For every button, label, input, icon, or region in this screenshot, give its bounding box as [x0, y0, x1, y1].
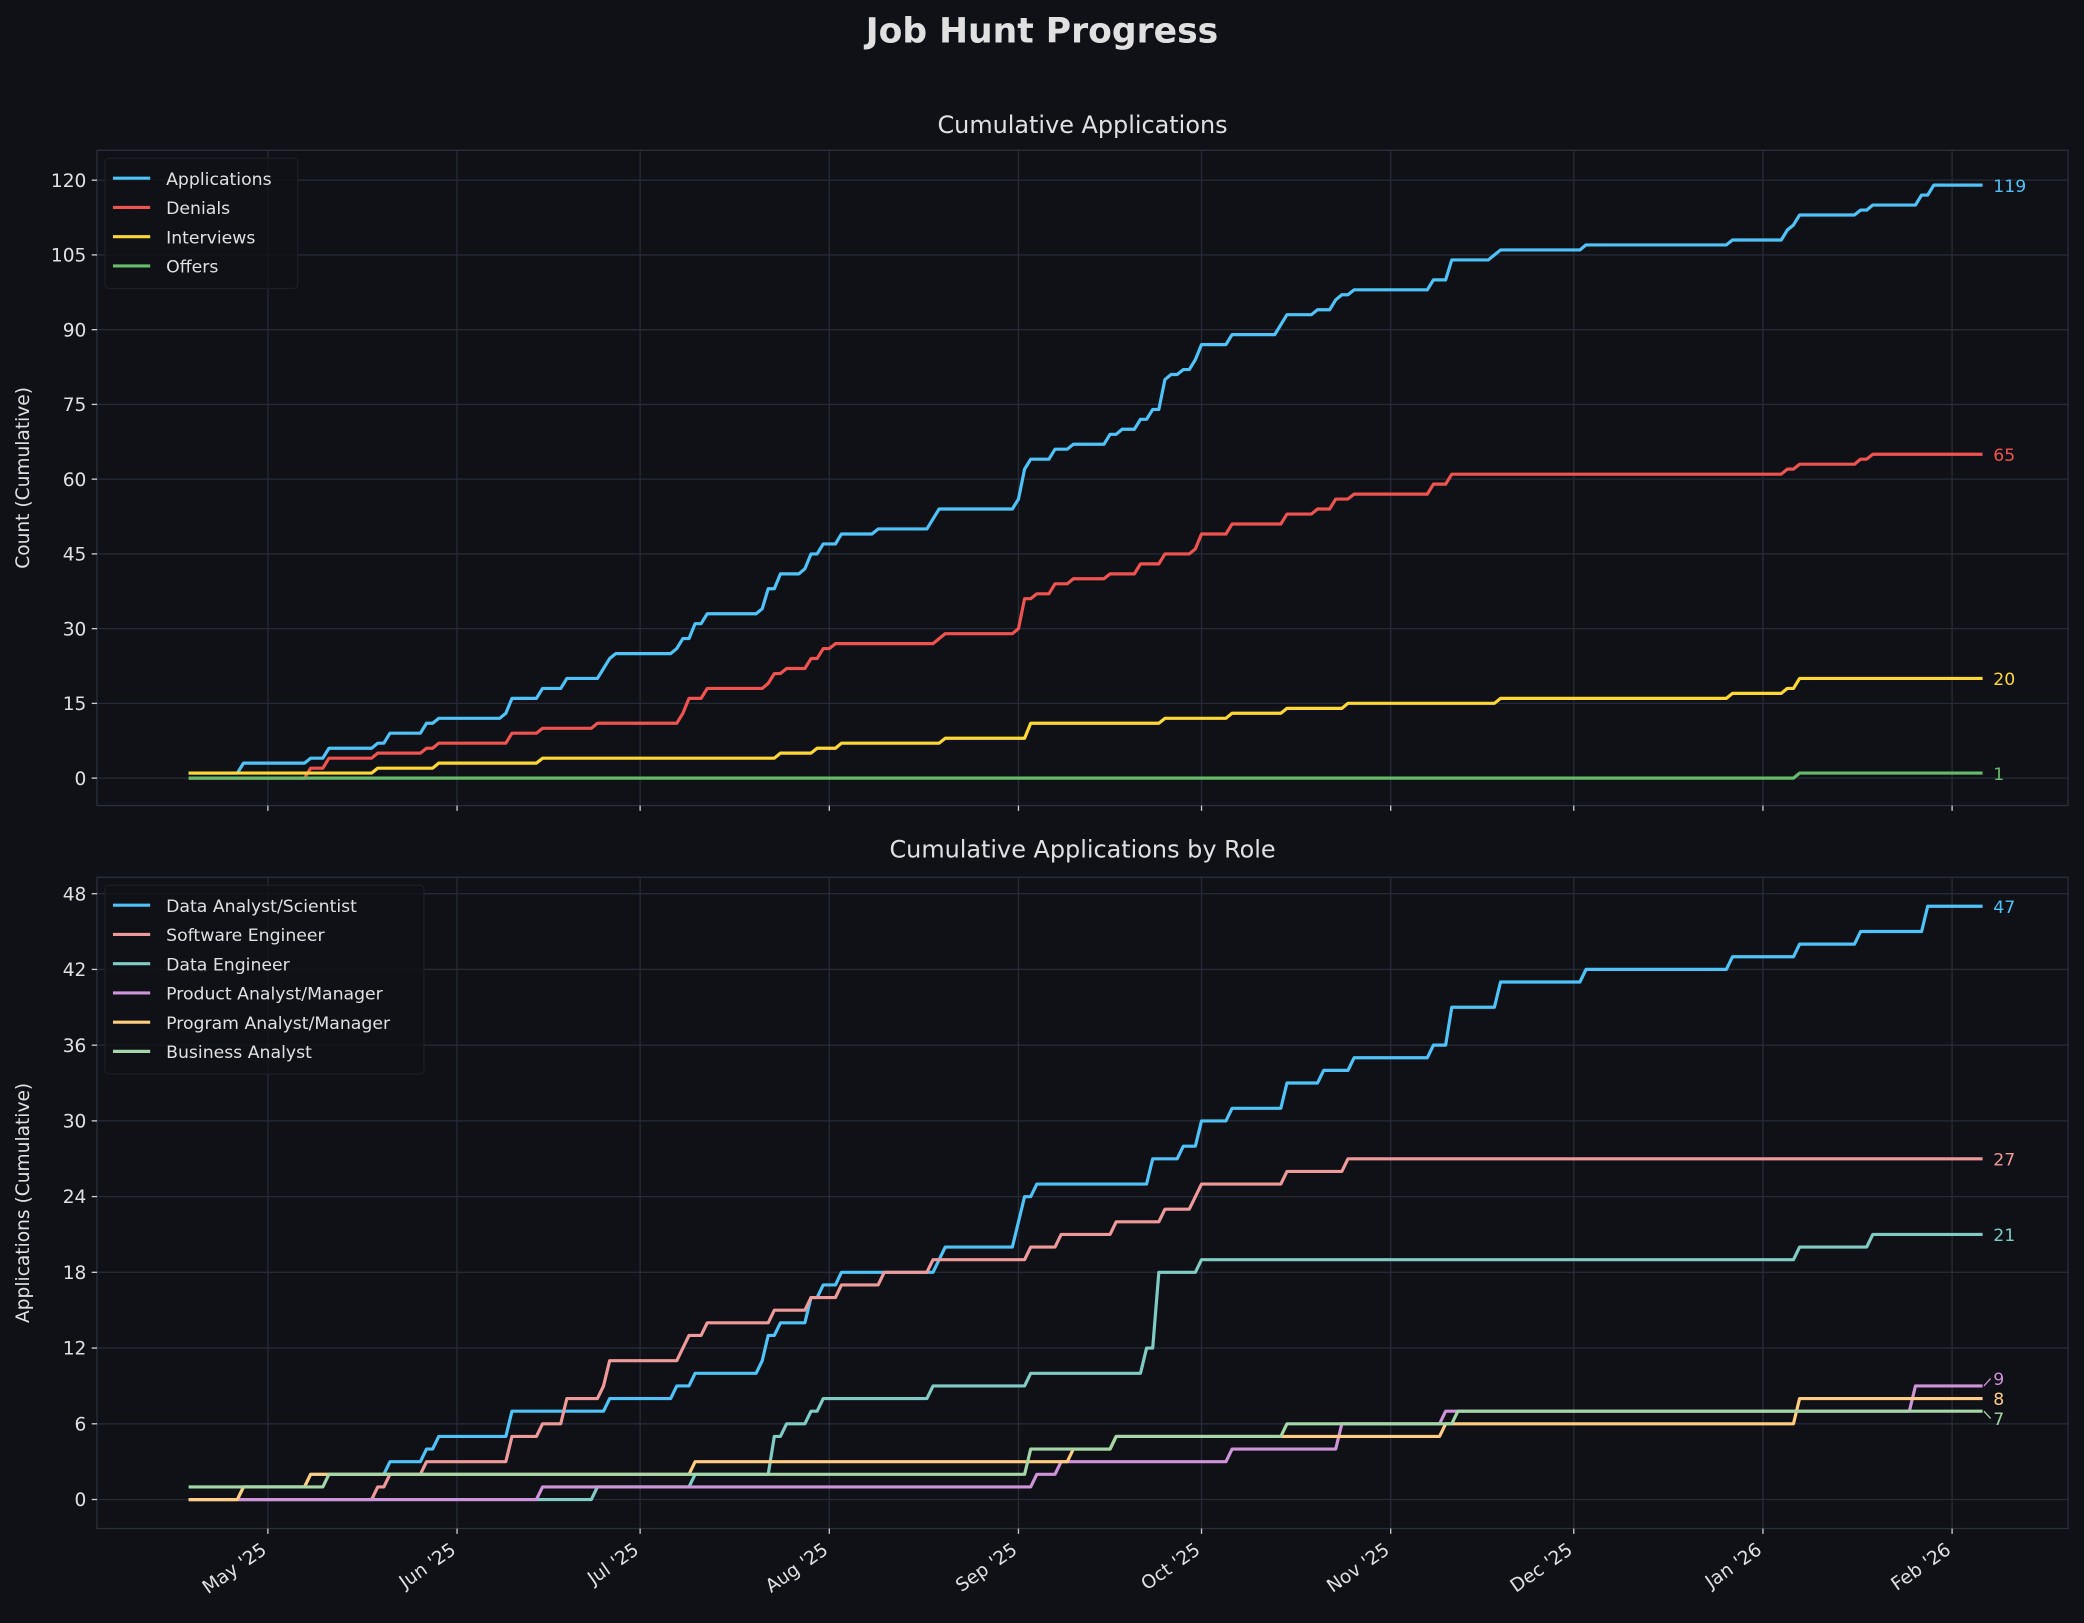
- series-line-business-analyst: [188, 1409, 1983, 1489]
- legend-label: Offers: [166, 258, 218, 278]
- y-tick-label: 18: [63, 1263, 87, 1284]
- y-tick-label: 30: [63, 619, 87, 640]
- y-tick-label: 42: [63, 960, 87, 981]
- y-tick-label: 0: [75, 769, 87, 790]
- end-value-label: 27: [1993, 1150, 2015, 1170]
- y-tick-label: 0: [75, 1490, 87, 1511]
- y-tick-label: 30: [63, 1112, 87, 1133]
- y-tick-label: 36: [63, 1036, 87, 1057]
- series-line-applications: [188, 183, 1983, 775]
- y-tick-label: 75: [63, 395, 87, 416]
- legend-label: Data Engineer: [166, 955, 291, 975]
- end-value-label: 47: [1993, 898, 2015, 918]
- y-tick-label: 90: [63, 320, 87, 341]
- end-value-label: 20: [1993, 670, 2015, 690]
- y-tick-label: 15: [63, 694, 87, 715]
- legend-label: Applications: [166, 170, 271, 190]
- legend-label: Data Analyst/Scientist: [166, 897, 357, 917]
- legend-box: [104, 157, 299, 290]
- legend-label: Product Analyst/Manager: [166, 985, 384, 1005]
- y-tick-label: 48: [63, 884, 87, 905]
- y-tick-label: 45: [63, 545, 87, 566]
- legend-label: Software Engineer: [166, 926, 325, 946]
- plot-area: [96, 149, 2069, 807]
- series-line-interviews: [188, 676, 1983, 775]
- subplot-2: Cumulative Applications by Role 0 6 12 18 24 3…: [13, 835, 2069, 1599]
- legend-label: Denials: [166, 199, 230, 219]
- y-axis-label: Count (Cumulative): [13, 387, 34, 569]
- legend-label: Program Analyst/Manager: [166, 1014, 391, 1034]
- series-line-data-analyst-scientist: [188, 904, 1983, 1502]
- y-tick-label: 12: [63, 1339, 87, 1360]
- plot-area: [96, 876, 2069, 1530]
- y-tick-label: 6: [75, 1414, 87, 1435]
- end-value-label: 65: [1993, 446, 2015, 466]
- subplot-title: Cumulative Applications by Role: [889, 835, 1275, 863]
- end-value-label: 7: [1993, 1410, 2004, 1430]
- y-axis-label: Applications (Cumulative): [13, 1083, 34, 1323]
- legend-label: Interviews: [166, 228, 255, 248]
- legend-label: Business Analyst: [166, 1043, 312, 1063]
- y-tick-label: 60: [63, 470, 87, 491]
- legend-box: [104, 884, 425, 1075]
- y-tick-label: 105: [51, 246, 87, 267]
- end-value-label: 119: [1993, 177, 2026, 197]
- subplot-1: Cumulative Applications 0 15 30 45 60 75 90 105 1…: [13, 111, 2069, 811]
- end-label-leader: [1983, 1410, 1992, 1419]
- legend: Applications Denials Interviews Offers: [104, 157, 299, 290]
- end-value-label: 8: [1993, 1390, 2004, 1410]
- series-line-software-engineer: [188, 1157, 1983, 1502]
- end-value-label: 21: [1993, 1226, 2015, 1246]
- end-value-label: 1: [1993, 765, 2004, 785]
- end-value-label: 9: [1993, 1370, 2004, 1390]
- legend: Data Analyst/Scientist Software Engineer D…: [104, 884, 425, 1075]
- subplot-title: Cumulative Applications: [937, 111, 1227, 139]
- series-line-denials: [188, 452, 1983, 780]
- series-line-offers: [188, 771, 1983, 780]
- y-tick-label: 120: [51, 171, 87, 192]
- figure-title: Job Hunt Progress: [864, 12, 1218, 52]
- end-label-leader: [1983, 1378, 1992, 1387]
- y-tick-label: 24: [63, 1187, 87, 1208]
